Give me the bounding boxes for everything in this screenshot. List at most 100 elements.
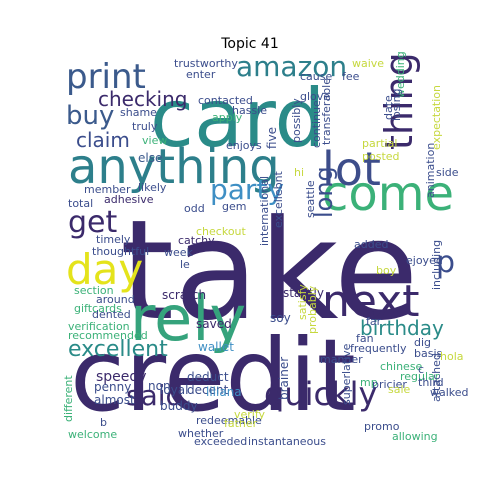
word-speedy: speedy: [96, 369, 147, 385]
word-card: card: [150, 72, 325, 165]
word-exceeded: exceeded: [194, 435, 247, 448]
word-redeemable: redeemable: [196, 414, 262, 427]
word-different: different: [62, 375, 75, 422]
word-excellebnt: excellebnt: [272, 170, 285, 228]
word-adhesive: adhesive: [104, 193, 154, 206]
word-quickly: quickly: [264, 375, 377, 413]
word-section: section: [74, 284, 114, 297]
word-deduct: deduct: [187, 370, 229, 384]
word-fee: fee: [342, 70, 360, 83]
word-hassle: hassle: [232, 104, 267, 117]
word-animation: animation: [424, 143, 437, 198]
word-dig: dig: [414, 336, 431, 349]
word-catchy: catchy: [178, 234, 215, 247]
word-welcome: welcome: [68, 428, 117, 441]
word-promo: promo: [364, 420, 400, 433]
word-c: c: [418, 363, 424, 376]
word-almost: almost: [94, 393, 135, 407]
word-decent: decent: [187, 383, 229, 397]
word-dented: dented: [92, 308, 131, 321]
word-b: b: [100, 416, 107, 429]
word-recommended: recommended: [68, 329, 148, 342]
word-saved: saved: [196, 317, 232, 331]
word-get: get: [68, 205, 118, 240]
word-chinese: chinese: [380, 360, 423, 373]
word-view: view: [142, 134, 167, 147]
word-probably: probably: [306, 285, 319, 334]
word-mp: mp: [360, 376, 378, 389]
word-wallet: wallet: [198, 340, 234, 354]
word-lot: lot: [322, 142, 381, 196]
word-checking: checking: [98, 87, 187, 111]
word-odd: odd: [184, 202, 205, 215]
word-sale: sale: [388, 383, 411, 396]
word-next: next: [322, 276, 419, 327]
word-manner: manner: [320, 353, 363, 366]
word-total: total: [68, 197, 93, 210]
word-transferable: transferable: [320, 78, 333, 145]
word-contacted: contacted: [198, 94, 253, 107]
word-trustworthy: trustworthy: [174, 57, 238, 70]
word-rely: rely: [130, 282, 246, 355]
word-cause: cause: [300, 70, 332, 83]
word-p: p: [436, 245, 455, 280]
word-expectation: expectation: [430, 85, 443, 150]
word-take: take: [120, 190, 419, 351]
word-giftcards: giftcards: [74, 302, 122, 315]
word-party: party: [210, 173, 284, 206]
word-verification: verification: [68, 320, 130, 333]
word-brainer: brainer: [277, 357, 291, 400]
word-side: side: [436, 166, 459, 179]
word-day: day: [66, 245, 143, 294]
word-penny: penny: [94, 380, 131, 394]
word-gem: gem: [222, 200, 246, 213]
word-buddy: buddy: [160, 399, 198, 413]
word-seattle: seattle: [304, 180, 317, 218]
word-pricier: pricier: [372, 378, 407, 391]
word-basis: basis: [414, 347, 443, 360]
word-international: international: [258, 176, 271, 246]
word-including: including: [430, 240, 443, 290]
word-likely: likely: [138, 181, 167, 194]
word-loyal: loyal: [160, 383, 188, 397]
word-third: third: [418, 376, 444, 389]
word-frequently: frequently: [350, 342, 407, 355]
word-walked: walked: [430, 386, 469, 399]
word-enjoys: enjoys: [226, 139, 262, 152]
word-amazon: amazon: [236, 50, 347, 83]
word-allowing: allowing: [392, 430, 438, 443]
word-excellent: excellent: [68, 337, 168, 362]
word-claim: claim: [76, 128, 130, 152]
word-apply: apply: [212, 111, 243, 124]
word-wedding: wedding: [394, 51, 407, 98]
word-fan: fan: [356, 332, 374, 345]
word-non: non: [148, 379, 171, 393]
word-superlative: superlative: [340, 343, 353, 405]
word-timely: timely: [96, 233, 131, 246]
word-thoughtful: thoughtful: [92, 245, 149, 258]
word-ejoyed: ejoyed: [406, 254, 443, 267]
word-five: five: [265, 127, 279, 149]
word-enter: enter: [186, 68, 216, 81]
word-said: said: [126, 379, 183, 412]
word-hola: hola: [440, 350, 464, 363]
word-credit: credit: [70, 317, 356, 434]
word-father: father: [224, 417, 258, 430]
word-continue: continue: [310, 100, 323, 148]
word-instantly: instantly: [272, 286, 324, 300]
word-verify: verify: [234, 408, 266, 421]
word-satisfy: satisfy: [296, 284, 309, 320]
word-truly: truly: [132, 120, 158, 133]
word-week: week: [164, 246, 194, 259]
word-anything: anything: [68, 139, 280, 195]
plot-title: Topic 41: [221, 36, 279, 52]
word-far: far: [366, 315, 382, 328]
word-possibly: possibly: [290, 98, 303, 143]
word-boy: boy: [376, 264, 397, 277]
word-regular: regular: [400, 370, 440, 383]
word-glove: glove: [300, 90, 330, 103]
word-whether: whether: [178, 427, 224, 440]
word-member: member: [84, 183, 131, 196]
word-come: come: [322, 166, 454, 222]
